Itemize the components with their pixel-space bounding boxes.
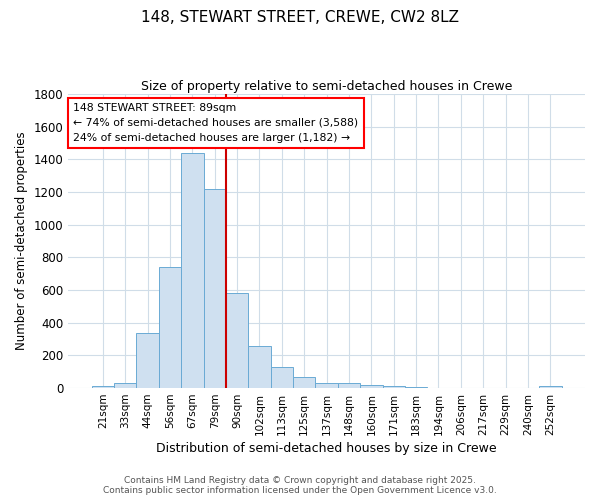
Text: Contains HM Land Registry data © Crown copyright and database right 2025.
Contai: Contains HM Land Registry data © Crown c…: [103, 476, 497, 495]
Bar: [136, 332, 159, 388]
Text: 148 STEWART STREET: 89sqm
← 74% of semi-detached houses are smaller (3,588)
24% : 148 STEWART STREET: 89sqm ← 74% of semi-…: [73, 103, 358, 142]
Bar: [293, 378, 316, 388]
Bar: [271, 367, 293, 388]
Text: 148, STEWART STREET, CREWE, CW2 8LZ: 148, STEWART STREET, CREWE, CW2 8LZ: [141, 10, 459, 25]
Bar: [539, 386, 562, 388]
Y-axis label: Number of semi-detached properties: Number of semi-detached properties: [15, 132, 28, 350]
Bar: [114, 383, 136, 388]
Bar: [383, 386, 405, 388]
Title: Size of property relative to semi-detached houses in Crewe: Size of property relative to semi-detach…: [141, 80, 512, 93]
Bar: [92, 386, 114, 388]
Bar: [226, 294, 248, 388]
Bar: [248, 346, 271, 388]
Bar: [338, 384, 360, 388]
Bar: [203, 189, 226, 388]
Bar: [159, 267, 181, 388]
Bar: [181, 153, 203, 388]
X-axis label: Distribution of semi-detached houses by size in Crewe: Distribution of semi-detached houses by …: [156, 442, 497, 455]
Bar: [360, 385, 383, 388]
Bar: [316, 383, 338, 388]
